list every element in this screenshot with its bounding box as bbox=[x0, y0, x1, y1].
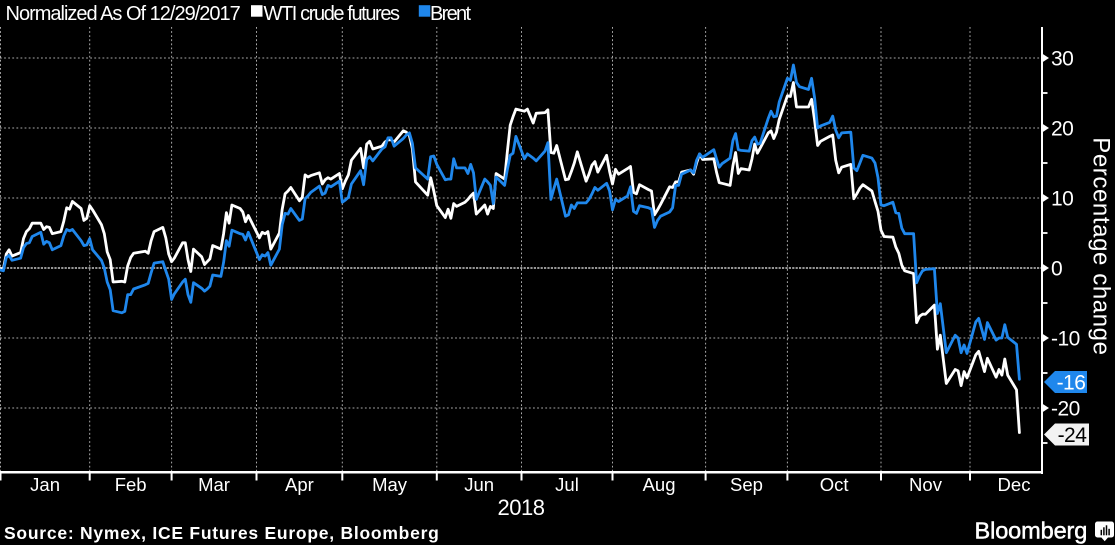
svg-text:Sep: Sep bbox=[730, 474, 763, 495]
svg-text:20: 20 bbox=[1051, 118, 1073, 141]
svg-text:Aug: Aug bbox=[643, 474, 676, 495]
svg-text:Oct: Oct bbox=[820, 474, 849, 495]
svg-text:Feb: Feb bbox=[115, 474, 147, 495]
svg-text:Dec: Dec bbox=[998, 474, 1031, 495]
svg-text:10: 10 bbox=[1051, 188, 1073, 211]
svg-text:Mar: Mar bbox=[198, 474, 230, 495]
svg-text:May: May bbox=[372, 474, 408, 495]
svg-text:Bloomberg: Bloomberg bbox=[975, 518, 1088, 544]
svg-text:WTI crude futures: WTI crude futures bbox=[264, 3, 401, 25]
svg-text:Percentage change: Percentage change bbox=[1088, 137, 1115, 355]
svg-text:Normalized As Of 12/29/2017: Normalized As Of 12/29/2017 bbox=[6, 3, 241, 25]
svg-text:Jan: Jan bbox=[30, 474, 60, 495]
svg-text:Jun: Jun bbox=[464, 474, 494, 495]
svg-text:Apr: Apr bbox=[285, 474, 314, 495]
svg-text:-20: -20 bbox=[1051, 398, 1080, 421]
svg-text:Brent: Brent bbox=[430, 3, 471, 25]
svg-text:Jul: Jul bbox=[555, 474, 579, 495]
svg-text:Nov: Nov bbox=[909, 474, 943, 495]
svg-text:30: 30 bbox=[1051, 48, 1073, 71]
svg-text:2018: 2018 bbox=[498, 495, 545, 520]
svg-text:-10: -10 bbox=[1051, 328, 1080, 351]
svg-text:-16: -16 bbox=[1057, 372, 1086, 395]
svg-text:Source: Nymex, ICE Futures Eur: Source: Nymex, ICE Futures Europe, Bloom… bbox=[4, 523, 440, 543]
svg-text:-24: -24 bbox=[1058, 424, 1088, 447]
svg-text:0: 0 bbox=[1051, 258, 1062, 281]
